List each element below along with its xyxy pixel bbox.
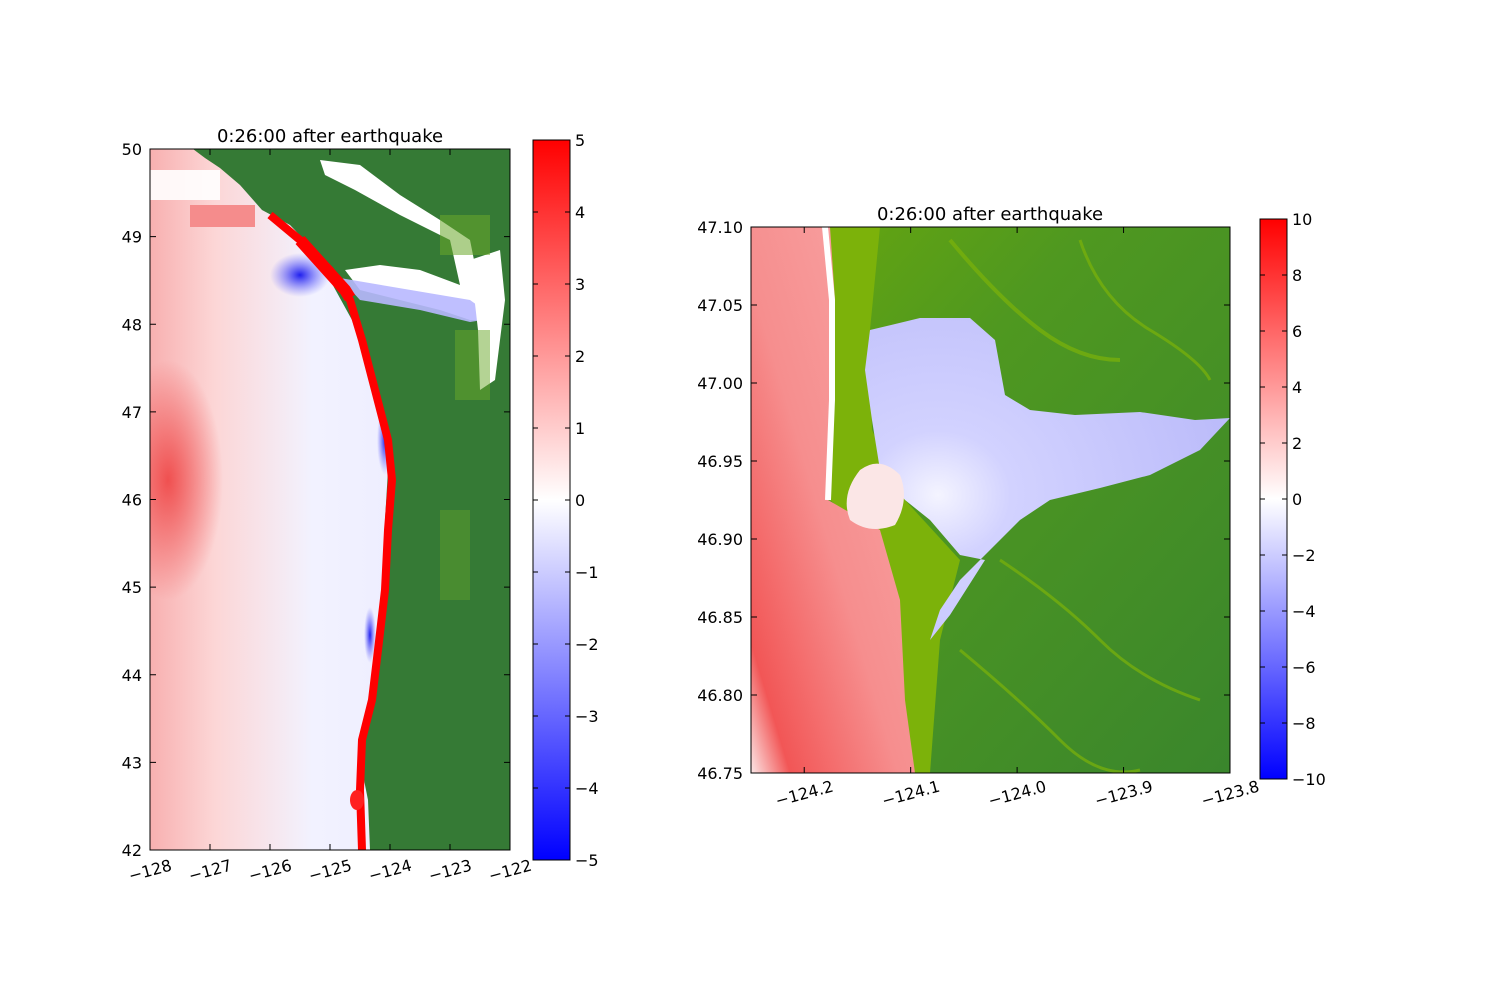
- x-tick-label: −124: [366, 856, 413, 886]
- x-tick-label: −124.2: [773, 777, 835, 811]
- colorbar-tick-label: 2: [1292, 434, 1302, 453]
- y-tick-label: 47: [122, 403, 142, 422]
- colorbar-tick-label: −4: [575, 779, 599, 798]
- x-tick-label: −124.1: [880, 777, 942, 811]
- y-tick-label: 46.75: [697, 764, 743, 783]
- x-tick-label: −125: [306, 856, 353, 886]
- drainage: [948, 238, 1121, 362]
- map-panel-1: 0:26:00 after earthquake −128 −127 −126 −12…: [122, 126, 534, 886]
- colorbar-tick-label: 10: [1292, 210, 1312, 229]
- colorbar-tick-label: −2: [575, 635, 599, 654]
- heatmap-1: [150, 149, 510, 850]
- colorbar-1: −5 −4 −3 −2 −1 0 1 2 3 4 5: [532, 131, 599, 870]
- colorbar-tick-label: 8: [1292, 266, 1302, 285]
- colorbar-1-ticks: −5 −4 −3 −2 −1 0 1 2 3 4 5: [533, 131, 599, 870]
- northwest-white-patch: [150, 170, 220, 200]
- positive-anomaly-south: [350, 790, 364, 810]
- colorbar-tick-label: −2: [1292, 546, 1316, 565]
- y-tick-label: 46.90: [697, 530, 743, 549]
- drainage: [999, 558, 1201, 702]
- strait-negative: [340, 278, 495, 322]
- land: [193, 149, 510, 850]
- colorbar-tick-label: 4: [575, 203, 585, 222]
- x-tick-label: −126: [246, 856, 293, 886]
- inland-water: [320, 160, 485, 320]
- colorbar-tick-label: −1: [575, 563, 599, 582]
- y-tick-label: 48: [122, 315, 142, 334]
- y-tick-label: 49: [122, 228, 142, 247]
- colorbar-tick-label: −8: [1292, 714, 1316, 733]
- y-tick-label: 46.80: [697, 686, 743, 705]
- x-tick-label: −127: [186, 856, 233, 886]
- y-tick-label: 46: [122, 491, 142, 510]
- x-tick-label: −122: [486, 856, 533, 886]
- inland-water-2: [470, 250, 505, 390]
- colorbar-tick-label: 0: [1292, 490, 1302, 509]
- drainage: [1078, 239, 1212, 381]
- colorbar-tick-label: 5: [575, 131, 585, 150]
- x-tick-label: −123.8: [1199, 777, 1261, 811]
- y-tick-label: 47.05: [697, 296, 743, 315]
- y-tick-label: 45: [122, 578, 142, 597]
- colorbar-tick-label: −6: [1292, 658, 1316, 677]
- map-panel-2: 0:26:00 after earthquake −124.2 −124.1 −12…: [697, 204, 1261, 810]
- colorbar-1-gradient: [532, 139, 571, 861]
- drainage: [959, 648, 1141, 773]
- lowland-patch: [440, 510, 470, 600]
- colorbar-tick-label: −10: [1292, 770, 1326, 789]
- axes-frame-2: [750, 226, 1231, 774]
- chart-title-1: 0:26:00 after earthquake: [217, 126, 443, 147]
- ocean-field: [751, 227, 915, 773]
- colorbar-tick-label: 4: [1292, 378, 1302, 397]
- northwest-red-patch: [190, 205, 255, 227]
- y-tick-label: 50: [122, 140, 142, 159]
- bay: [865, 318, 1230, 640]
- colorbar-tick-label: −4: [1292, 602, 1316, 621]
- coastal-wave-front-north: [295, 235, 356, 302]
- y-tick-label: 46.95: [697, 452, 743, 471]
- bay-entrance-positive: [846, 463, 904, 529]
- chart-title-2: 0:26:00 after earthquake: [877, 204, 1103, 225]
- colorbar-tick-label: 0: [575, 491, 585, 510]
- y-tick-label: 46.85: [697, 608, 743, 627]
- colorbar-tick-label: 2: [575, 347, 585, 366]
- shoreline-zero: [822, 227, 835, 501]
- colorbar-tick-label: 3: [575, 275, 585, 294]
- y-tick-label: 42: [122, 841, 142, 860]
- y-tick-label: 43: [122, 753, 142, 772]
- colorbar-2: −10 −8 −6 −4 −2 0 2 4 6 8 10: [1259, 210, 1326, 789]
- x-tick-label: −128: [126, 856, 173, 886]
- x-tick-label: −123.9: [1093, 777, 1155, 811]
- colorbar-tick-label: −5: [575, 851, 599, 870]
- colorbar-tick-label: −3: [575, 707, 599, 726]
- positive-anomaly: [150, 360, 223, 600]
- x-tick-label: −123: [426, 856, 473, 886]
- y-tick-label: 47.10: [697, 218, 743, 237]
- colorbar-tick-label: 6: [1292, 322, 1302, 341]
- y-tick-label: 44: [122, 666, 142, 685]
- negative-anomaly-south: [364, 607, 376, 663]
- y-tick-label: 47.00: [697, 374, 743, 393]
- lowland-patch: [455, 330, 490, 400]
- lowland-patch: [440, 215, 490, 255]
- x-tick-label: −124.0: [986, 777, 1048, 811]
- colorbar-2-ticks: −10 −8 −6 −4 −2 0 2 4 6 8 10: [1260, 210, 1326, 789]
- colorbar-tick-label: 1: [575, 419, 585, 438]
- heatmap-2: [751, 227, 1230, 773]
